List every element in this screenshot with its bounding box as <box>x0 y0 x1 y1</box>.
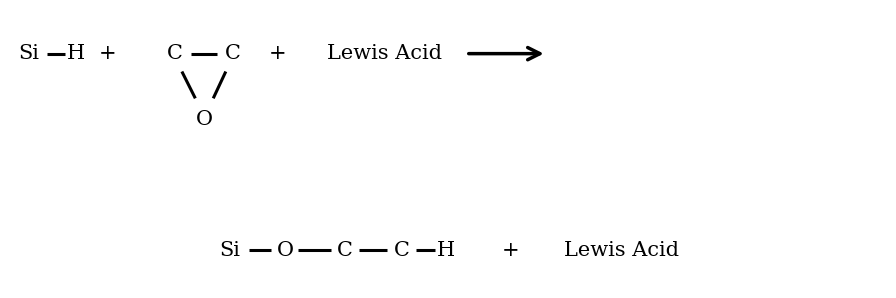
Text: O: O <box>277 241 293 260</box>
Text: Lewis Acid: Lewis Acid <box>327 44 442 63</box>
Text: O: O <box>196 110 212 129</box>
Text: Si: Si <box>220 241 240 260</box>
Text: C: C <box>393 241 409 260</box>
Text: H: H <box>437 241 455 260</box>
Text: +: + <box>502 241 520 260</box>
Text: C: C <box>225 44 241 63</box>
Text: Si: Si <box>18 44 39 63</box>
Text: C: C <box>337 241 353 260</box>
Text: C: C <box>167 44 183 63</box>
Text: Lewis Acid: Lewis Acid <box>564 241 679 260</box>
Text: +: + <box>99 44 116 63</box>
Text: H: H <box>67 44 85 63</box>
Text: +: + <box>269 44 287 63</box>
